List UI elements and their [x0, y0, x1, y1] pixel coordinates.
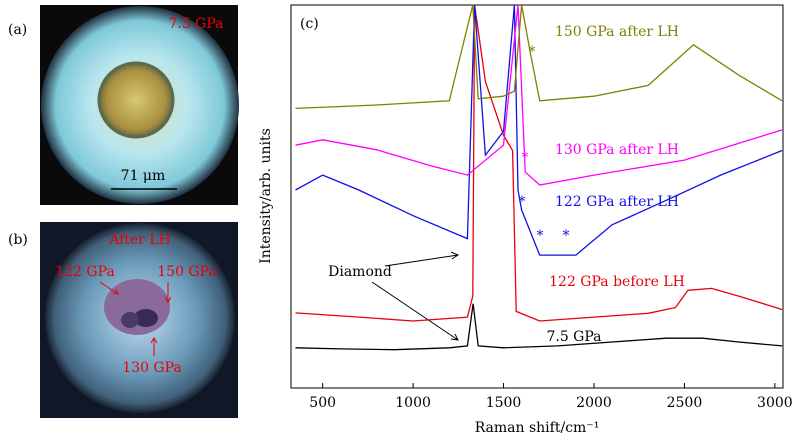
- photo-b-spot: [121, 312, 139, 328]
- panel-label: (a): [8, 22, 27, 38]
- annotation: Diamond: [328, 264, 392, 280]
- series-label: 122 GPa before LH: [549, 274, 685, 290]
- series-label: 130 GPa after LH: [555, 142, 679, 158]
- arrow: [371, 251, 460, 341]
- plot-frame: [290, 4, 784, 389]
- y-axis-label: Intensity/arb. units: [258, 128, 274, 264]
- photo-b-label: 122 GPa: [55, 264, 115, 280]
- x-axis-label: Raman shift/cm⁻¹: [475, 420, 600, 436]
- spectrum: [295, 303, 783, 351]
- photo-b-sample: [104, 279, 170, 335]
- arrow: [164, 282, 172, 303]
- x-tick-label: 500: [309, 395, 336, 411]
- asterisk: *: [529, 44, 536, 60]
- plot-area: [295, 5, 783, 351]
- x-tick-label: 1000: [395, 395, 431, 411]
- photo-b-spot: [134, 309, 158, 327]
- spectrum: [295, 5, 783, 186]
- x-tick-label: 1500: [486, 395, 522, 411]
- photo-a-pressure: 7.5 GPa: [168, 16, 223, 32]
- x-tick-label: 2500: [667, 395, 703, 411]
- asterisk: *: [519, 194, 526, 210]
- x-tick-label: 2000: [576, 395, 612, 411]
- photo-b-title: After LH: [108, 232, 171, 248]
- spectrum: [295, 5, 783, 256]
- series-label: 122 GPa after LH: [555, 194, 679, 210]
- series-label: 150 GPa after LH: [555, 24, 679, 40]
- asterisk: *: [522, 150, 529, 166]
- photo-a-scale: 71 μm: [121, 168, 166, 184]
- spectrum: [295, 5, 783, 322]
- x-tick-label: 3000: [757, 395, 793, 411]
- series-label: 7.5 GPa: [546, 329, 601, 345]
- panel-label: (c): [300, 16, 319, 32]
- asterisk: *: [537, 228, 544, 244]
- photo-a-sample: [97, 61, 175, 139]
- photo-b-label: 130 GPa: [122, 360, 182, 376]
- panel-label: (b): [8, 232, 28, 248]
- spectrum: [295, 5, 783, 110]
- photo-b-label: 150 GPa: [157, 264, 217, 280]
- asterisk: *: [563, 228, 570, 244]
- arrow: [99, 281, 119, 295]
- arrow: [150, 337, 158, 356]
